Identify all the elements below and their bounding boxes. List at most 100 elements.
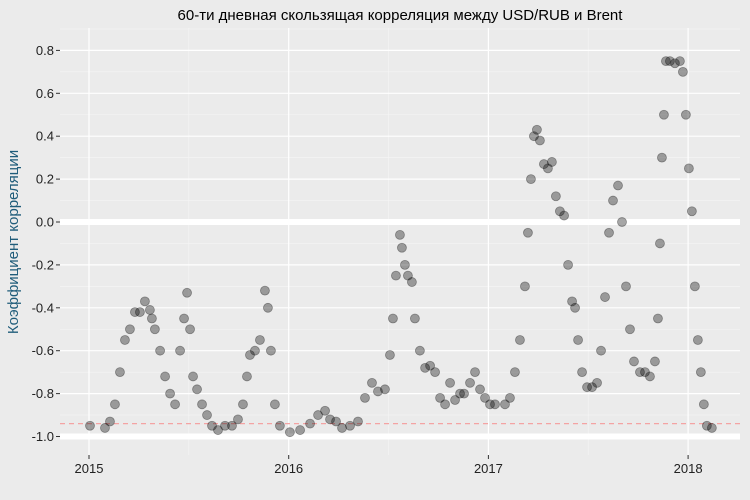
data-point	[331, 416, 341, 427]
data-point	[523, 227, 533, 238]
data-point	[120, 335, 130, 345]
data-point	[233, 414, 243, 425]
data-point	[570, 302, 580, 313]
data-point	[625, 324, 635, 335]
data-point	[105, 416, 115, 427]
data-point	[608, 195, 618, 206]
data-point	[430, 367, 440, 378]
data-point	[238, 399, 248, 410]
y-tick-label: -0.6	[32, 343, 54, 358]
data-point	[165, 388, 175, 399]
data-point	[526, 174, 536, 185]
data-point	[659, 109, 669, 120]
data-point	[395, 229, 405, 240]
data-point	[255, 335, 265, 345]
data-point	[459, 388, 469, 399]
y-tick-label: 0.8	[36, 43, 54, 58]
data-point	[435, 392, 445, 403]
data-point	[596, 345, 606, 356]
data-point	[263, 302, 273, 313]
y-tick-label: 0.6	[36, 86, 54, 101]
data-point	[500, 399, 510, 410]
data-point	[295, 425, 305, 435]
y-tick-label: 0.0	[36, 215, 54, 230]
data-point	[490, 399, 500, 410]
data-point	[683, 163, 694, 174]
data-point	[635, 367, 645, 378]
data-point	[192, 384, 202, 395]
grid	[60, 28, 740, 455]
data-point	[655, 238, 665, 249]
data-point	[147, 313, 157, 324]
data-point	[520, 281, 530, 292]
data-point	[567, 296, 577, 307]
data-point	[563, 259, 573, 270]
data-point	[403, 270, 413, 281]
data-point	[445, 377, 455, 388]
data-point	[415, 345, 425, 356]
data-point	[661, 56, 671, 67]
data-point	[600, 292, 610, 302]
data-point	[613, 180, 623, 191]
data-point	[145, 305, 155, 315]
data-point	[320, 405, 330, 416]
data-point	[345, 420, 355, 431]
data-point	[485, 399, 495, 410]
data-point	[100, 423, 110, 433]
data-point	[535, 135, 545, 146]
data-point	[706, 423, 717, 433]
data-point	[135, 307, 145, 317]
data-point	[397, 242, 407, 253]
data-point	[313, 410, 323, 420]
data-point	[604, 227, 614, 238]
data-point	[592, 377, 602, 388]
x-tick-label: 2017	[474, 461, 503, 476]
data-point	[360, 392, 370, 403]
data-point	[270, 399, 280, 410]
data-point	[617, 217, 627, 227]
data-point	[573, 335, 583, 345]
data-point	[182, 287, 192, 298]
data-point	[515, 335, 525, 345]
chart-title: 60-ти дневная скользящая корреляция межд…	[178, 7, 624, 24]
data-point	[175, 345, 185, 356]
y-tick-label: -1.0	[32, 429, 54, 444]
data-point	[188, 371, 198, 382]
data-point	[125, 324, 135, 335]
data-point	[653, 313, 663, 324]
data-point	[650, 356, 660, 367]
data-point	[284, 427, 295, 438]
data-point	[367, 377, 377, 388]
data-point	[543, 163, 553, 174]
data-point	[140, 296, 150, 307]
x-tick-label: 2018	[674, 461, 703, 476]
data-point	[529, 131, 539, 142]
data-point	[202, 410, 212, 420]
data-point	[207, 420, 217, 431]
plot-panel	[60, 28, 740, 455]
data-point	[539, 159, 549, 169]
y-tick-label: 0.4	[36, 129, 54, 144]
data-point	[410, 313, 420, 324]
data-point	[250, 345, 260, 356]
data-point	[686, 206, 697, 217]
data-point	[420, 362, 430, 373]
data-point	[678, 66, 688, 77]
data-point	[689, 281, 700, 292]
data-point	[670, 58, 680, 69]
data-point	[275, 420, 285, 431]
data-point	[582, 382, 592, 393]
data-point	[385, 350, 395, 360]
data-point	[450, 395, 460, 405]
data-point	[325, 414, 335, 425]
data-point	[150, 324, 160, 335]
data-point	[701, 420, 712, 431]
y-tick-label: -0.4	[32, 300, 54, 315]
data-point	[227, 420, 237, 431]
data-point	[657, 152, 667, 163]
data-point	[305, 418, 315, 429]
data-point	[160, 371, 170, 382]
data-point	[665, 56, 675, 67]
data-point	[213, 425, 223, 435]
data-point	[559, 210, 569, 221]
